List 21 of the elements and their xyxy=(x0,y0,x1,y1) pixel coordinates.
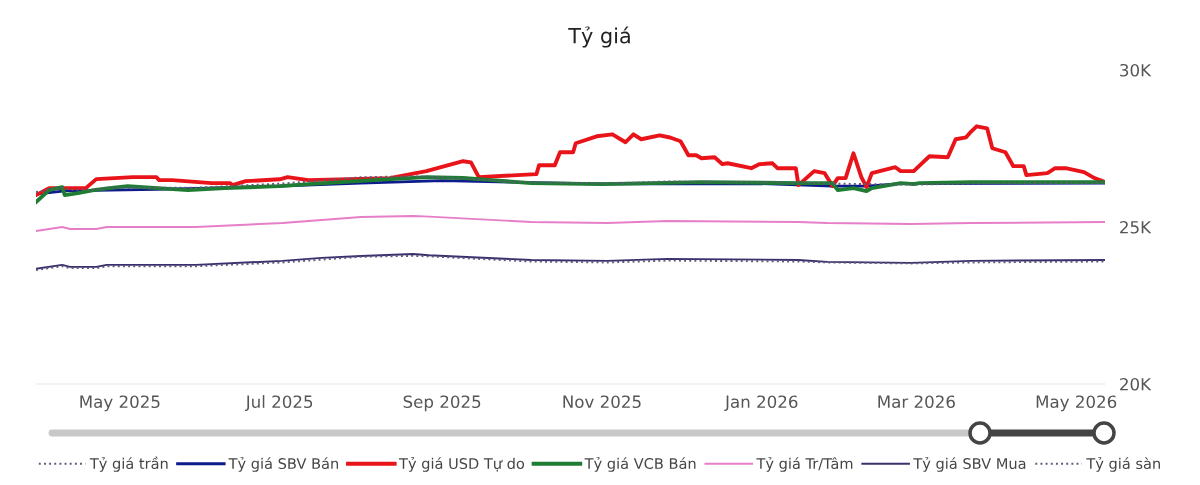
x-tick-label: Sep 2025 xyxy=(403,395,481,412)
legend-label: Tỷ giá SBV Mua xyxy=(913,457,1026,472)
line-series xyxy=(36,175,1105,193)
y-tick-label: 30K xyxy=(1120,63,1152,77)
y-tick-label: 25K xyxy=(1120,220,1152,234)
legend-label: Tỷ giá trần xyxy=(89,456,168,472)
x-tick-label: May 2025 xyxy=(80,395,160,412)
line-series xyxy=(36,124,1105,198)
legend-label: Tỷ giá sàn xyxy=(1086,457,1160,472)
legend-label: Tỷ giá USD Tự do xyxy=(398,457,525,472)
line-series xyxy=(36,215,1105,232)
x-tick-label: Jul 2025 xyxy=(244,395,313,412)
x-tick-label: Mar 2026 xyxy=(878,395,955,409)
chart-title: Tỷ giá xyxy=(568,26,630,48)
legend-label: Tỷ giá SBV Bán xyxy=(228,457,338,472)
y-tick-label: 20K xyxy=(1120,377,1152,391)
legend-label: Tỷ giá VCB Bán xyxy=(584,457,696,472)
x-tick-label: Jan 2026 xyxy=(724,395,798,412)
x-tick-label: Nov 2025 xyxy=(563,395,641,409)
x-tick-label: May 2026 xyxy=(1036,395,1117,412)
legend-label: Tỷ giá Tr/Tâm xyxy=(756,457,853,472)
